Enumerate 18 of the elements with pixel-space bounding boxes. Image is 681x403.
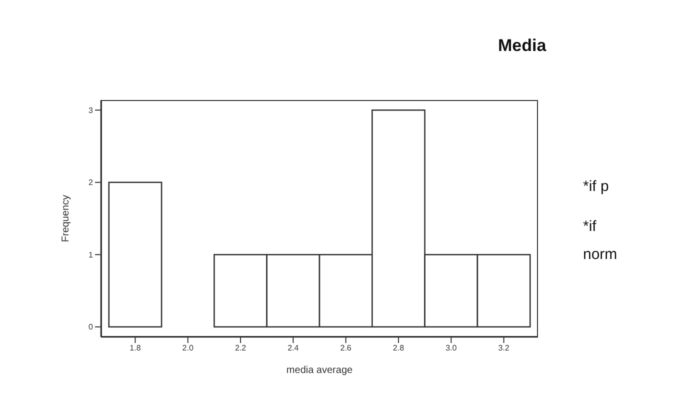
x-tick-label: 3.2 xyxy=(498,344,510,353)
text: norm xyxy=(583,246,618,263)
y-tick-label: 1 xyxy=(88,250,94,260)
y-tick-label: 3 xyxy=(88,106,94,115)
y-tick-label: 0 xyxy=(88,322,94,332)
x-tick-label: 3.0 xyxy=(446,344,458,353)
text: *if xyxy=(583,218,596,235)
text: *if p xyxy=(583,178,609,195)
y-axis-title: Frequency xyxy=(60,194,72,242)
y-tick-label: 2 xyxy=(88,178,94,188)
x-tick-label: 2.4 xyxy=(288,344,300,353)
x-tick-label: 2.8 xyxy=(392,344,405,353)
x-tick-label: 2.2 xyxy=(234,344,247,353)
x-tick-label: 2.6 xyxy=(340,344,352,353)
x-tick-label: 1.8 xyxy=(130,344,142,353)
x-tick-label: 2.0 xyxy=(182,344,194,353)
x-axis-title: media average xyxy=(286,365,354,376)
chart-title: Media xyxy=(498,36,546,56)
